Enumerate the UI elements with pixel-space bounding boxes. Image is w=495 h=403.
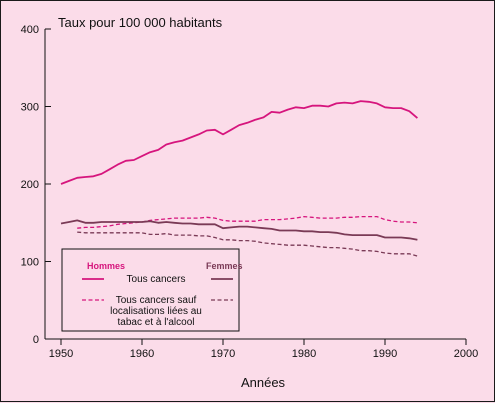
series-line-hommes-solid (60, 100, 418, 185)
y-ticks: 0 100 200 300 400 (21, 24, 51, 346)
x-tick-label: 1960 (130, 348, 154, 360)
legend-box (61, 248, 240, 332)
series-line-femmes-solid (60, 219, 418, 241)
x-tick-label: 2000 (454, 348, 478, 360)
legend: Hommes Femmes Tous cancers Tous cancers … (61, 248, 243, 332)
y-tick-label: 300 (21, 102, 39, 114)
y-tick-label: 400 (21, 24, 39, 36)
x-tick-label: 1970 (211, 348, 235, 360)
x-tick-label: 1980 (292, 348, 316, 360)
y-tick-label: 100 (21, 257, 39, 269)
x-tick-label: 1990 (373, 348, 397, 360)
legend-label-tous-cancers: Tous cancers (127, 274, 186, 285)
x-tick-label: 1950 (49, 348, 73, 360)
y-axis-title: Taux pour 100 000 habitants (58, 15, 223, 30)
series-line-hommes-dashed (77, 215, 418, 229)
y-tick-label: 0 (33, 334, 39, 346)
legend-label-sauf-line2: localisations liées au (110, 306, 202, 317)
series-line-femmes-dashed (77, 231, 418, 257)
x-axis-title: Années (241, 375, 286, 390)
legend-header-femmes: Femmes (206, 261, 243, 271)
series-lines (60, 100, 418, 257)
legend-label-sauf-line1: Tous cancers sauf (116, 295, 197, 306)
legend-label-sauf-line3: tabac et à l'alcool (118, 317, 195, 328)
y-tick-label: 200 (21, 179, 39, 191)
x-ticks: 1950 1960 1970 1980 1990 2000 (49, 339, 478, 360)
legend-header-hommes: Hommes (87, 261, 125, 271)
